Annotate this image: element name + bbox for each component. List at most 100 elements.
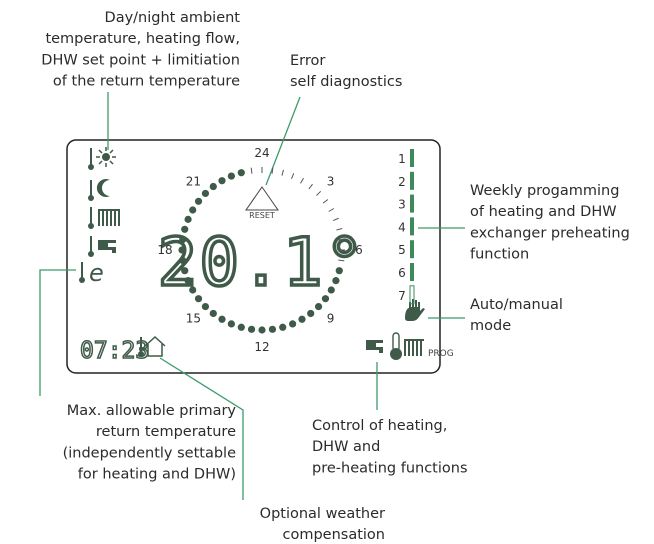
callout-text: Weekly progamming [470, 183, 619, 199]
dial-dot [307, 309, 315, 318]
dial-tick [308, 183, 313, 190]
dial-dot [227, 320, 235, 328]
thermometer-icon [390, 332, 402, 360]
error-triangle [245, 186, 279, 211]
dial-dot [189, 286, 197, 294]
callout-text: DHW and [312, 439, 380, 455]
day-label: 2 [398, 175, 406, 189]
dial-dot [298, 315, 306, 323]
thermo-radiator [88, 207, 120, 229]
dial-dot [181, 225, 189, 233]
callout-text: Error [290, 53, 325, 69]
callout-text: DHW set point + limitiation [41, 52, 240, 68]
dial-tick [338, 259, 345, 262]
leader-lines [39, 92, 465, 500]
day-label: 4 [398, 220, 406, 234]
hour-label: 6 [355, 243, 363, 257]
day-bar [410, 240, 414, 259]
hour-label: 9 [327, 312, 335, 326]
display-frame [66, 139, 441, 374]
bottom-right-icons: PROG [366, 332, 454, 360]
hour-label: 21 [186, 174, 201, 188]
dial-dot [218, 177, 226, 185]
callout-text: (independently settable [63, 445, 236, 461]
callout-text: temperature, heating flow, [45, 31, 240, 47]
dial-dot [279, 323, 287, 331]
dial-dot [209, 309, 217, 318]
callout-text: exchanger preheating [470, 225, 630, 241]
dial-tick [322, 199, 329, 204]
thermo-moon [88, 179, 110, 201]
dial-dot [237, 169, 245, 177]
dial-tick [271, 167, 274, 174]
thermo-tap [88, 236, 116, 257]
day-bar [409, 285, 415, 305]
thermo-sun [88, 147, 116, 170]
dial-dot [321, 295, 330, 303]
clock: 07:23 [80, 338, 149, 364]
dial: 24 3 6 9 12 15 18 21 [157, 146, 362, 354]
dial-dot [179, 235, 187, 244]
day-label: 7 [398, 289, 406, 303]
dial-dot [209, 182, 217, 191]
day-bar [410, 263, 414, 281]
dial-dot [194, 295, 203, 303]
reset-label: RESET [249, 211, 275, 220]
dial-tick [250, 167, 253, 174]
callout-text: Optional weather [260, 506, 385, 522]
callout-text: mode [470, 318, 511, 334]
left-icons: e [79, 147, 120, 287]
dial-dot [332, 277, 340, 285]
dial-dot [258, 326, 266, 334]
leader-error [265, 96, 301, 186]
dial-dot [218, 315, 226, 323]
callout-text: Control of heating, [312, 418, 447, 434]
leader-weather [159, 357, 244, 500]
dial-dot [181, 267, 189, 275]
dial-tick [281, 169, 284, 176]
hour-label: 24 [254, 146, 269, 160]
callout-text: Day/night ambient [105, 10, 241, 26]
dial-dot [227, 172, 235, 180]
hour-label: 3 [327, 174, 335, 188]
dial-dot [247, 325, 256, 333]
callout-text: Auto/manual [470, 297, 563, 313]
hand-icon [405, 299, 425, 321]
dial-tick [336, 228, 343, 231]
dial-dot [314, 302, 323, 311]
day-bar [410, 194, 414, 213]
dial-dot [189, 206, 197, 214]
callout-text: Max. allowable primary [67, 403, 237, 419]
dial-dot [184, 277, 192, 285]
dial-dot [268, 325, 277, 333]
dial-dot [327, 286, 335, 294]
thermo-return: e [79, 259, 104, 287]
callout-text: for heating and DHW) [78, 467, 236, 483]
callout-text: pre-heating functions [312, 460, 468, 476]
dial-dot [194, 197, 203, 205]
day-bar [410, 171, 414, 190]
dial-tick [332, 217, 339, 221]
prog-label: PROG [428, 349, 454, 359]
dial-tick [328, 208, 335, 212]
radiator-icon [404, 339, 424, 356]
dial-tick [300, 177, 304, 184]
callout-text: return temperature [96, 424, 236, 440]
house-icon [138, 335, 166, 357]
day-bar [410, 217, 414, 236]
hour-label: 12 [254, 340, 269, 354]
dial-dot [237, 323, 245, 331]
callout-text: of the return temperature [53, 74, 240, 90]
dial-dot [201, 189, 210, 198]
dial-dot [184, 215, 192, 223]
day-bars: 1 2 3 4 5 6 7 [398, 149, 415, 305]
temperature: 20.1° [158, 224, 367, 301]
return-icon: e [89, 259, 104, 287]
dial-tick [338, 238, 345, 241]
hour-label: 15 [186, 312, 201, 326]
dial-dot [289, 320, 297, 328]
callout-text: of heating and DHW [470, 204, 617, 220]
hour-label: 18 [157, 243, 172, 257]
dial-dot [201, 302, 210, 311]
